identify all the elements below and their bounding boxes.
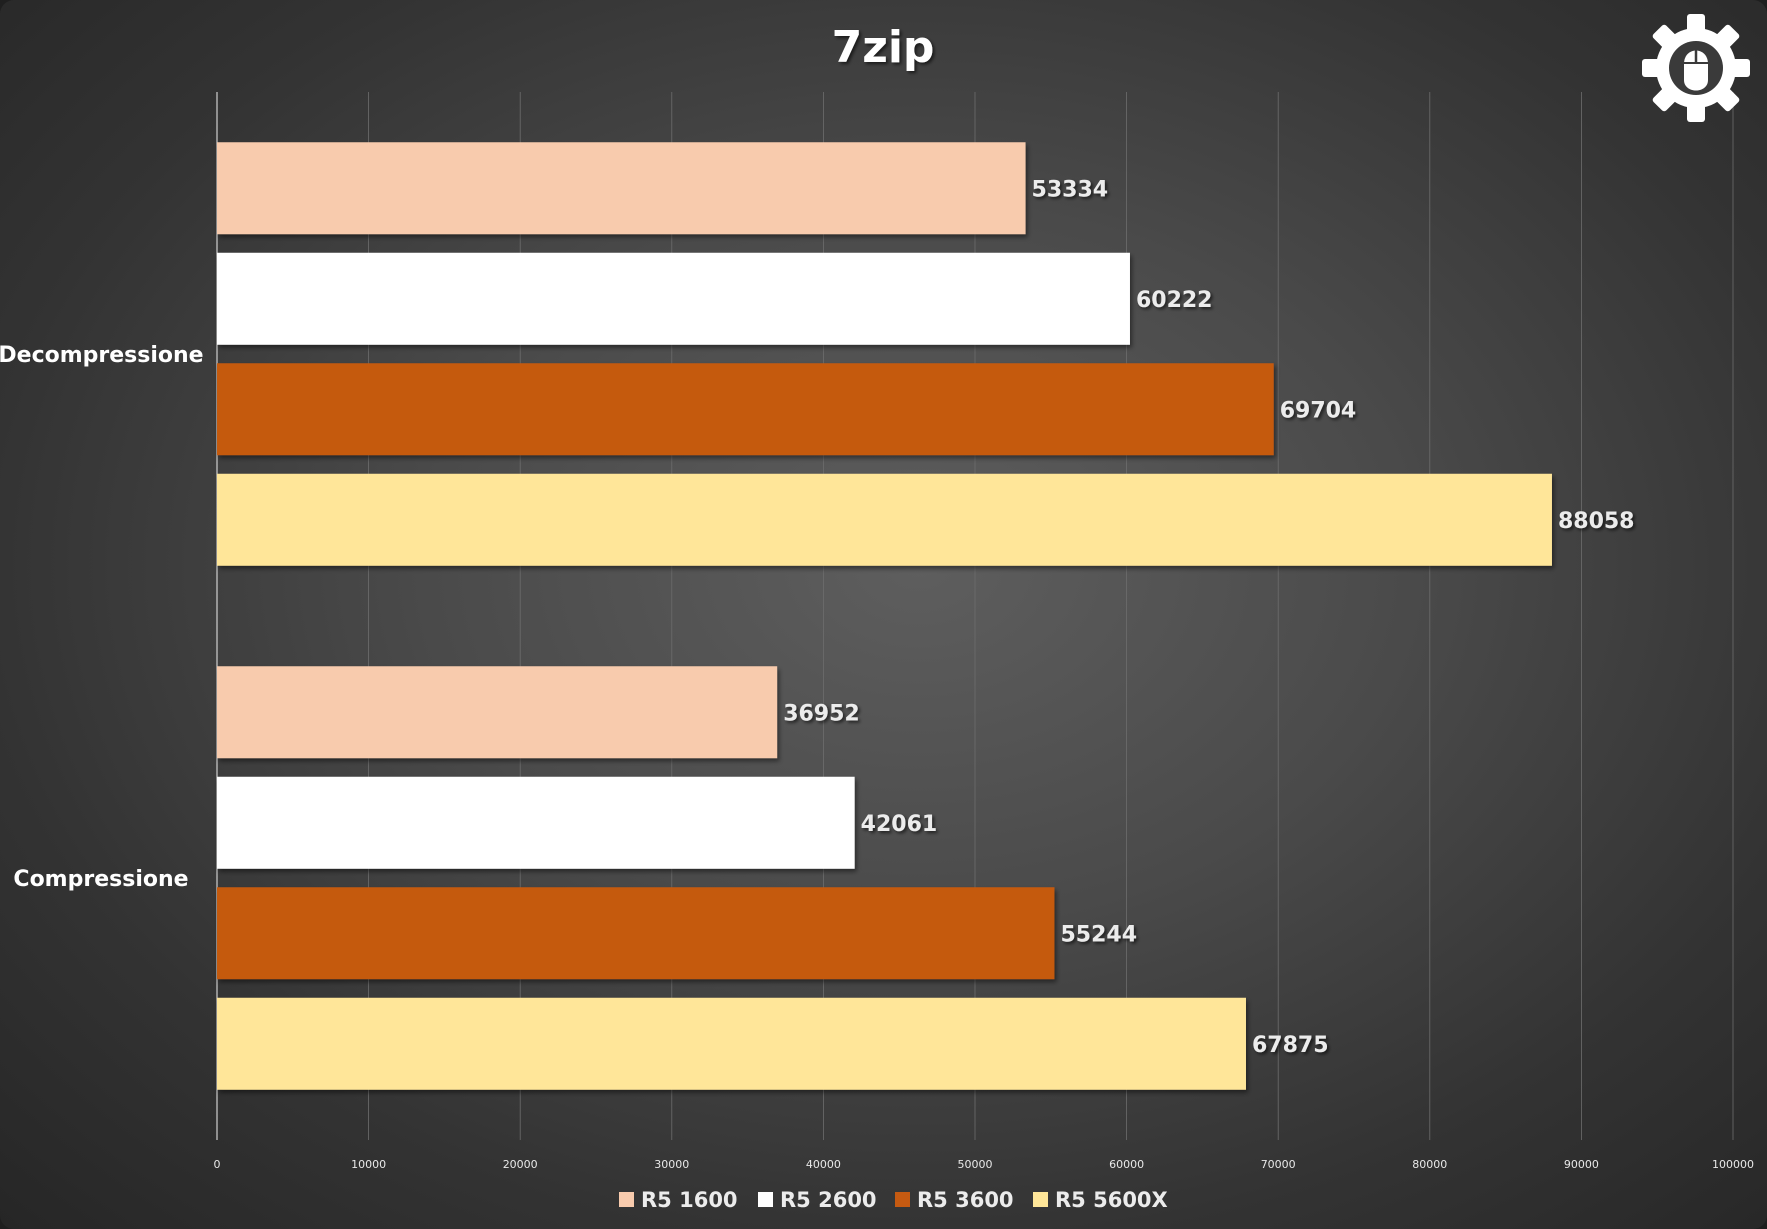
x-tick-label: 50000	[958, 1158, 993, 1171]
bar	[217, 473, 1552, 566]
legend-swatch	[758, 1192, 773, 1207]
x-tick-label: 10000	[351, 1158, 386, 1171]
legend-entry: R5 1600	[641, 1188, 738, 1212]
data-label: 42061	[861, 812, 938, 837]
data-label: 88058	[1558, 509, 1635, 534]
legend-swatch	[619, 1192, 634, 1207]
legend-swatch	[1033, 1192, 1048, 1207]
chart-title: 7zip	[832, 22, 935, 73]
category-label: Decompressione	[0, 343, 204, 368]
x-tick-label: 60000	[1109, 1158, 1144, 1171]
data-label: 53334	[1032, 177, 1109, 202]
bars	[217, 142, 1552, 1090]
legend-entry: R5 3600	[917, 1188, 1014, 1212]
legend: R5 1600 R5 2600 R5 3600 R5 5600X	[619, 1188, 1168, 1212]
data-label: 36952	[783, 701, 860, 726]
gear-mouse-icon	[1642, 14, 1750, 122]
data-label: 69704	[1280, 398, 1357, 423]
legend-swatch	[895, 1192, 910, 1207]
category-label: Compressione	[13, 867, 188, 892]
data-label: 60222	[1136, 288, 1213, 313]
bar	[217, 997, 1246, 1090]
data-label: 55244	[1060, 922, 1137, 947]
bar	[217, 252, 1130, 345]
x-tick-label: 30000	[654, 1158, 689, 1171]
bar	[217, 887, 1055, 980]
x-tick-label: 100000	[1712, 1158, 1754, 1171]
legend-entry: R5 5600X	[1055, 1188, 1168, 1212]
x-tick-label: 90000	[1564, 1158, 1599, 1171]
legend-entry: R5 2600	[780, 1188, 877, 1212]
bar	[217, 666, 778, 759]
bar	[217, 142, 1026, 235]
x-tick-label: 40000	[806, 1158, 841, 1171]
x-tick-label: 70000	[1261, 1158, 1296, 1171]
x-tick-label: 0	[214, 1158, 221, 1171]
bar	[217, 363, 1274, 456]
data-label: 67875	[1252, 1033, 1329, 1058]
bar	[217, 776, 855, 869]
x-tick-label: 20000	[503, 1158, 538, 1171]
labels: 0 10000 20000 30000 40000 50000 60000 70000 8000…	[0, 177, 1754, 1171]
x-tick-label: 80000	[1412, 1158, 1447, 1171]
grid-lines	[216, 92, 1734, 1140]
